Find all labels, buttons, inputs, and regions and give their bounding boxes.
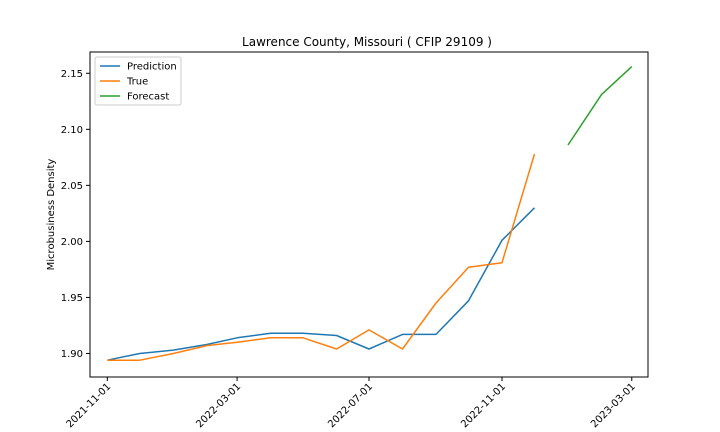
y-tick-label: 2.10 [61,125,83,136]
legend-label-prediction: Prediction [127,62,177,73]
y-tick-label: 1.95 [61,293,83,304]
y-axis-title: Microbusiness Density [46,159,57,271]
legend-label-true: True [126,77,148,88]
series-layer [107,66,633,361]
x-tick-label: 2021-11-01 [65,381,114,430]
x-axis: 2021-11-01 2022-03-01 2022-07-01 2022-11-01… [65,377,638,430]
y-axis: 1.90 1.95 2.00 2.05 2.10 2.15 [61,69,90,360]
y-tick-label: 2.00 [61,237,83,248]
y-tick-label: 2.15 [61,69,83,80]
x-tick-label: 2023-03-01 [589,381,638,430]
x-tick-label: 2022-11-01 [459,381,508,430]
series-line-prediction [107,207,536,361]
x-tick-label: 2022-07-01 [326,381,375,430]
series-line-forecast [567,66,633,146]
legend-box [94,56,182,106]
y-tick-label: 2.05 [61,181,83,192]
legend-label-forecast: Forecast [127,92,169,103]
x-tick-label: 2022-03-01 [194,381,243,430]
chart-title: Lawrence County, Missouri ( CFIP 29109 ) [242,35,492,49]
y-tick-label: 1.90 [61,349,83,360]
legend: Prediction True Forecast [94,56,182,106]
series-line-true [107,153,536,361]
